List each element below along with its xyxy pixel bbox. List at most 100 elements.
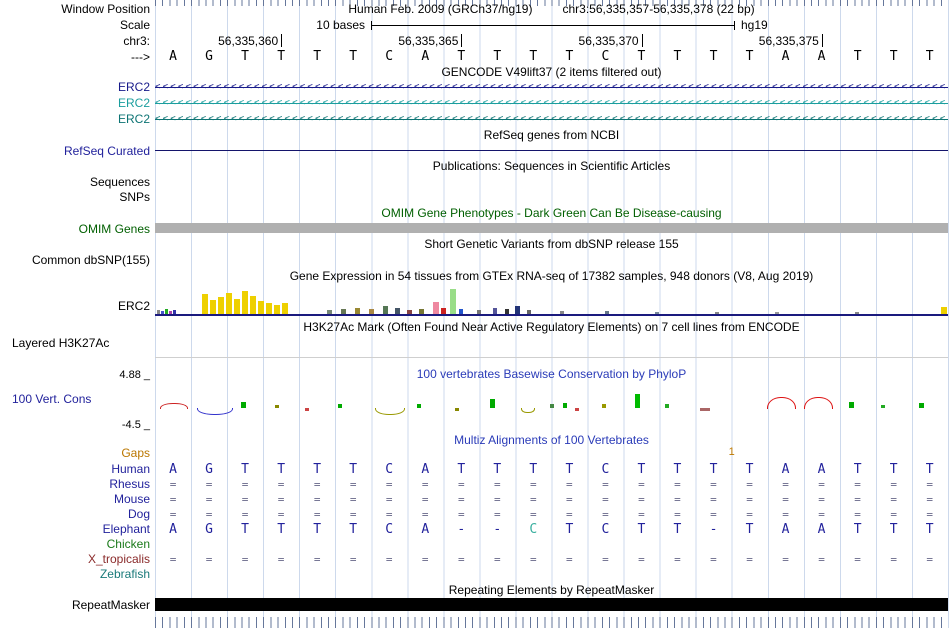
gtex-tissue-bar [226,293,232,314]
species-label-chicken[interactable]: Chicken [106,537,150,551]
gtex-tissue-bar [433,302,439,314]
phylop-max-value: 4.88 _ [119,369,150,381]
gtex-tissue-bar [477,310,481,314]
alignment-cell: = [169,478,177,491]
alignment-cell: = [241,508,249,521]
repeatmasker-bar[interactable] [155,598,948,611]
alignment-cell: = [277,553,285,566]
base-letter: T [241,49,249,64]
scale-bar-right-tick [734,21,735,30]
base-letter: T [493,49,502,64]
gtex-tissue-bar [258,301,264,314]
alignment-cell: = [710,508,717,521]
gencode-transcript-arrows[interactable]: <<<<<<<<<<<<<<<<<<<<<<<<<<<<<<<<<<<<<<<<… [155,80,948,95]
alignment-cell: = [530,553,537,566]
gtex-tissue-bar [202,294,208,314]
gaps-label[interactable]: Gaps [121,446,150,460]
alignment-cell: = [241,553,249,566]
species-label-elephant[interactable]: Elephant [102,522,150,536]
alignment-row-dog[interactable]: = = = = = = = = = = = = = = = = = = = = = = [155,507,948,522]
alignment-cell: C [385,462,394,477]
alignment-cell: G [205,522,213,537]
alignment-cell: = [854,478,861,491]
window-position-header: Human Feb. 2009 (GRCh37/hg19) chr3:56,33… [155,2,948,16]
omim-gene-bar[interactable] [155,223,948,233]
alignment-cell: T [493,462,502,477]
alignment-cell: = [313,508,321,521]
alignment-cell: T [349,522,358,537]
alignment-cell: = [169,508,177,521]
alignment-cell: A [781,522,790,537]
species-label-x_tropicalis[interactable]: X_tropicalis [87,552,150,566]
gtex-tissue-bar [395,308,400,314]
ruler-ticks-bottom [155,617,948,628]
gencode-transcript-arrows[interactable]: <<<<<<<<<<<<<<<<<<<<<<<<<<<<<<<<<<<<<<<<… [155,96,948,111]
gtex-tissue-bar [173,310,176,314]
gtex-tissue-bar [605,311,609,314]
vert-cons-label[interactable]: 100 Vert. Cons [12,392,92,406]
gtex-tissue-bar [266,303,272,314]
gencode-item-label[interactable]: ERC2 [117,96,150,110]
gencode-item-label[interactable]: ERC2 [117,80,150,94]
gtex-expression-bars[interactable] [155,288,948,314]
alignment-row-rhesus[interactable]: = = = = = = = = = = = = = = = = = = = = = = [155,477,948,492]
alignment-cell: = [746,508,753,521]
base-letter: T [565,49,574,64]
species-label-rhesus[interactable]: Rhesus [109,477,150,491]
alignment-row-mouse[interactable]: = = = = = = = = = = = = = = = = = = = = = = [155,492,948,507]
alignment-cell: = [277,478,285,491]
repeatmasker-label[interactable]: RepeatMasker [71,598,150,612]
phylop-mark [305,408,309,411]
phylop-mark [665,404,669,408]
species-label-mouse[interactable]: Mouse [113,492,150,506]
alignment-cell: T [565,522,574,537]
position-range: chr3:56,335,357-56,335,378 (22 bp) [562,2,755,16]
species-label-zebrafish[interactable]: Zebrafish [99,567,150,581]
alignment-cell: = [566,553,573,566]
gtex-tissue-bar [459,309,463,314]
gencode-transcript-arrows[interactable]: <<<<<<<<<<<<<<<<<<<<<<<<<<<<<<<<<<<<<<<<… [155,112,948,127]
phylop-mark [338,404,342,408]
phylop-wiggle[interactable] [155,388,948,424]
phylop-mark [197,408,233,415]
alignment-gap-marks: 1 [155,446,948,459]
assembly-tag: hg19 [741,18,768,32]
sequences-label[interactable]: Sequences [89,175,150,189]
gencode-item-label[interactable]: ERC2 [117,112,150,126]
base-letter: A [169,49,177,64]
ruler-coordinate: 56,335,370 [578,34,639,48]
alignment-cell: T [889,462,898,477]
alignment-cell: = [457,493,465,506]
alignment-cell: = [421,493,429,506]
omim-genes-label[interactable]: OMIM Genes [78,222,150,236]
common-dbsnp-label[interactable]: Common dbSNP(155) [31,253,150,267]
gtex-gene-label[interactable]: ERC2 [117,299,150,313]
alignment-row-x_tropicalis[interactable]: = = = = = = = = = = = = = = = = = = = = = = [155,552,948,567]
window-position-label: Window Position [61,2,150,16]
gtex-tissue-bar [527,310,531,314]
refseq-curated-label[interactable]: RefSeq Curated [63,144,150,158]
phylop-mark [919,403,924,408]
alignment-cell: - [493,522,502,537]
phylop-mark [849,402,854,408]
layered-h3k27ac-label[interactable]: Layered H3K27Ac [12,336,110,350]
alignment-cell: = [205,478,213,491]
gtex-tissue-bar [450,289,456,314]
refseq-gene-line[interactable] [155,150,948,151]
alignment-cell: = [421,553,429,566]
species-label-dog[interactable]: Dog [127,507,150,521]
alignment-cell: = [530,493,537,506]
ruler-coordinate: 56,335,360 [218,34,279,48]
gtex-tissue-bar [655,312,659,314]
alignment-cell: = [530,478,537,491]
alignment-cell: = [205,553,213,566]
alignment-cell: = [277,508,285,521]
species-label-human[interactable]: Human [111,462,150,476]
gap-count: 1 [728,446,735,458]
snps-label[interactable]: SNPs [119,190,150,204]
gtex-tissue-bar [493,308,497,314]
base-letter: G [205,49,213,64]
